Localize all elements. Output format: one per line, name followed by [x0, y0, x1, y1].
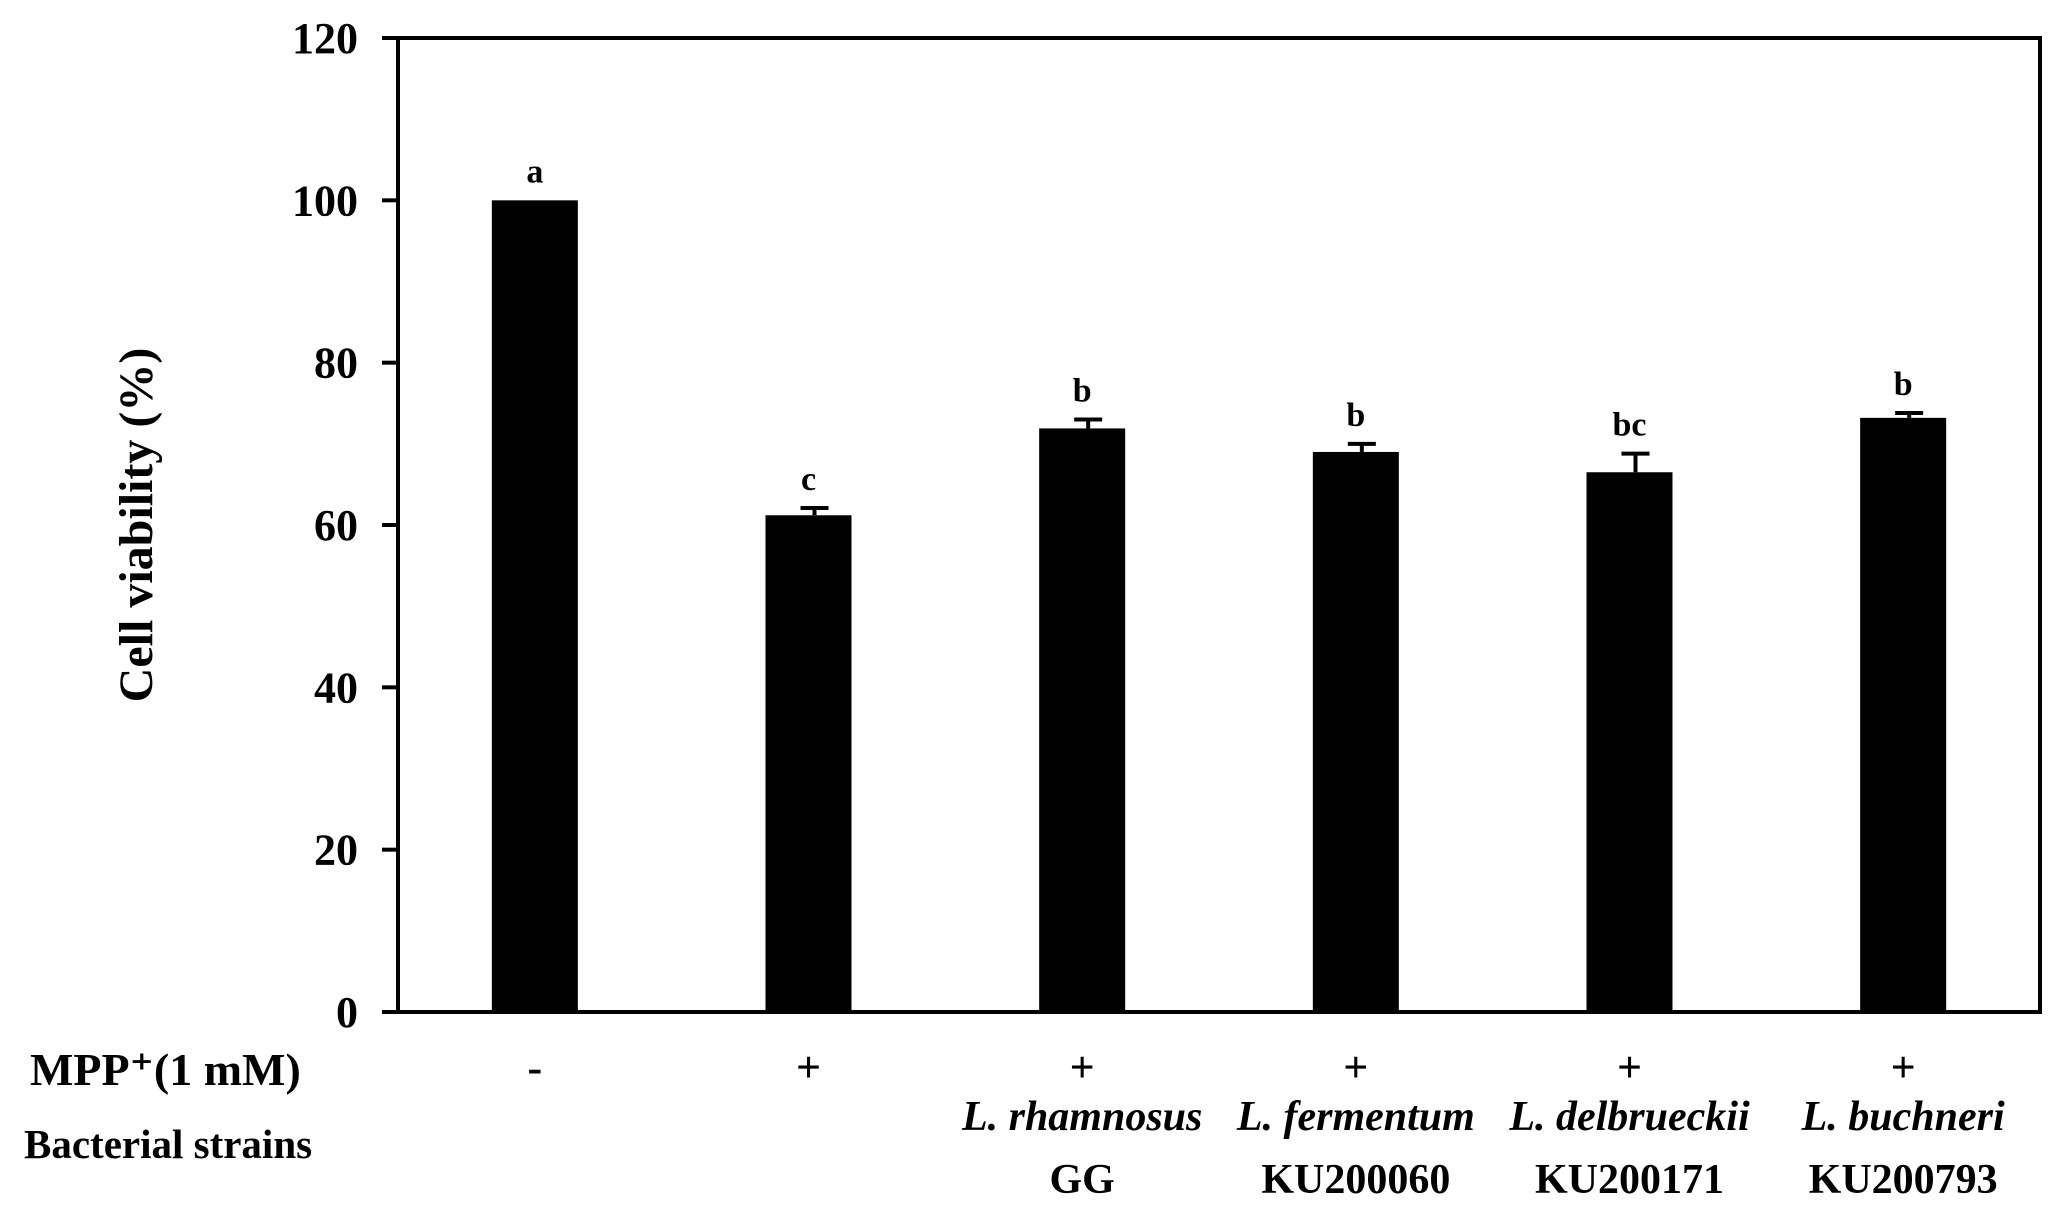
mpp-treatment-sign: -: [528, 1043, 543, 1092]
y-tick-label: 80: [314, 339, 358, 388]
y-tick-label: 60: [314, 501, 358, 550]
y-axis-title: Cell viability (%): [110, 348, 163, 703]
mpp-treatment-sign: +: [796, 1043, 821, 1092]
y-tick-label: 40: [314, 663, 358, 712]
bar: [491, 200, 578, 1013]
strain-name: L. rhamnosus: [961, 1094, 1202, 1140]
bar: [1312, 451, 1399, 1012]
y-axis: 0 20 40 60 80 100 120: [292, 14, 398, 1037]
significance-label: b: [1346, 397, 1365, 434]
mpp-treatment-sign: +: [1070, 1043, 1095, 1092]
mpp-treatment-sign: +: [1891, 1043, 1916, 1092]
strain-id: KU200793: [1809, 1157, 1998, 1203]
strain-name: L. fermentum: [1236, 1094, 1475, 1140]
plot-frame: [396, 36, 2042, 1014]
significance-labels: a c b b bc b: [526, 153, 1912, 498]
y-tick-label: 0: [336, 988, 358, 1037]
significance-label: bc: [1613, 407, 1647, 444]
significance-label: b: [1073, 372, 1092, 409]
strain-id: KU200060: [1261, 1157, 1450, 1203]
mpp-treatment-sign: +: [1343, 1043, 1368, 1092]
y-tick-label: 20: [314, 826, 358, 875]
error-bars: [800, 410, 1924, 516]
mpp-treatment-sign: +: [1617, 1043, 1642, 1092]
bar: [1860, 417, 1947, 1012]
strain-id: GG: [1049, 1157, 1114, 1203]
significance-label: b: [1894, 366, 1913, 403]
bar: [765, 515, 852, 1012]
strains-row-label: Bacterial strains: [24, 1121, 312, 1167]
bar: [1586, 472, 1673, 1012]
significance-label: c: [801, 461, 816, 498]
y-tick-label: 100: [292, 176, 358, 225]
strain-name: L. buchneri: [1801, 1094, 2005, 1140]
bar: [1039, 428, 1126, 1013]
bars: [491, 200, 1947, 1013]
strain-id: KU200171: [1535, 1157, 1724, 1203]
mpp-row-label: MPP⁺(1 mM): [30, 1044, 301, 1095]
strain-name: L. delbrueckii: [1508, 1094, 1750, 1140]
y-tick-label: 120: [292, 14, 358, 63]
significance-label: a: [526, 153, 543, 190]
